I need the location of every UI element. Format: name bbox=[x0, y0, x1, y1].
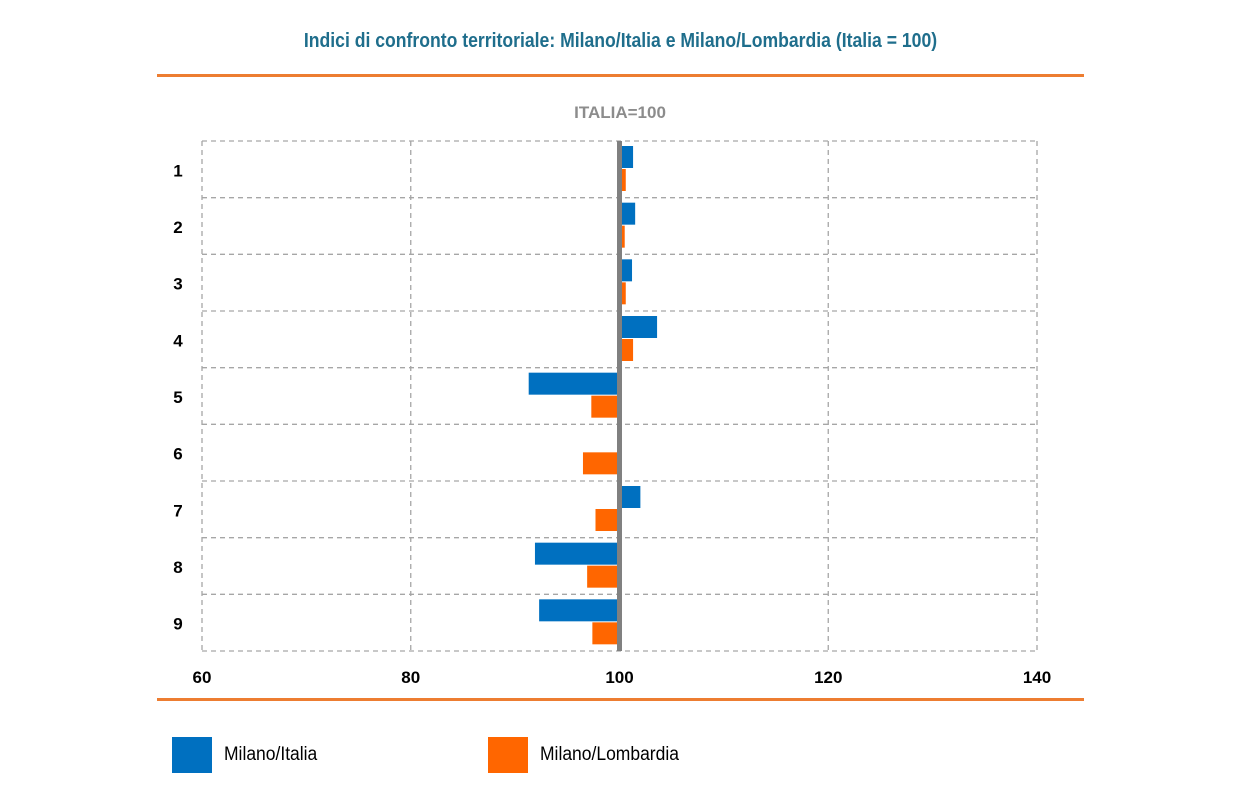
legend-item-milano-italia: Milano/Italia bbox=[172, 737, 325, 773]
y-tick-label: 2 bbox=[173, 218, 182, 237]
bar-milano-lombardia-1 bbox=[619, 169, 626, 191]
y-tick-label: 9 bbox=[173, 615, 182, 634]
bar-milano-italia-7 bbox=[619, 486, 641, 508]
y-tick-label: 3 bbox=[173, 275, 182, 294]
chart-subtitle: ITALIA=100 bbox=[574, 103, 666, 122]
y-tick-labels: 1 2 3 4 5 6 7 8 9 bbox=[173, 161, 183, 633]
axis-underline bbox=[157, 698, 1084, 701]
chart-title: Indici di confronto territoriale: Milano… bbox=[303, 30, 938, 52]
y-tick-label: 6 bbox=[173, 445, 182, 464]
legend-swatch-milano-italia bbox=[172, 737, 212, 773]
legend-label-milano-italia: Milano/Italia bbox=[224, 744, 318, 765]
bar-milano-italia-1 bbox=[619, 146, 634, 168]
x-tick-label: 80 bbox=[401, 668, 420, 687]
y-tick-label: 1 bbox=[173, 161, 182, 180]
bar-milano-italia-3 bbox=[619, 259, 633, 282]
bar-milano-italia-9 bbox=[539, 599, 620, 622]
y-tick-label: 7 bbox=[173, 501, 182, 520]
y-tick-label: 5 bbox=[173, 388, 182, 407]
bar-milano-lombardia-3 bbox=[619, 282, 626, 305]
bar-milano-lombardia-2 bbox=[619, 225, 625, 248]
x-tick-label: 60 bbox=[193, 668, 212, 687]
bar-milano-lombardia-5 bbox=[591, 395, 620, 418]
bar-milano-italia-2 bbox=[619, 202, 636, 225]
x-tick-label: 120 bbox=[814, 668, 842, 687]
bar-milano-italia-8 bbox=[534, 542, 620, 565]
legend-item-milano-lombardia: Milano/Lombardia bbox=[488, 737, 691, 773]
bar-milano-lombardia-6 bbox=[582, 452, 620, 475]
bar-milano-lombardia-7 bbox=[595, 509, 620, 531]
title-underline bbox=[157, 74, 1084, 77]
y-tick-label: 8 bbox=[173, 558, 182, 577]
bars bbox=[528, 146, 658, 645]
y-tick-label: 4 bbox=[173, 331, 183, 350]
bar-milano-lombardia-9 bbox=[592, 622, 620, 645]
x-tick-label: 140 bbox=[1023, 668, 1051, 687]
legend-swatch-milano-lombardia bbox=[488, 737, 528, 773]
bar-milano-italia-4 bbox=[619, 316, 658, 338]
legend-label-milano-lombardia: Milano/Lombardia bbox=[540, 744, 679, 765]
bar-milano-italia-5 bbox=[528, 372, 620, 395]
x-tick-labels: 60 80 100 120 140 bbox=[193, 668, 1052, 687]
bar-milano-lombardia-8 bbox=[587, 565, 620, 588]
chart: ITALIA=100 1 2 3 4 5 6 7 8 9 60 80 100 120 140 bbox=[173, 103, 1052, 687]
bar-milano-lombardia-4 bbox=[619, 339, 634, 361]
x-tick-label: 100 bbox=[605, 668, 633, 687]
